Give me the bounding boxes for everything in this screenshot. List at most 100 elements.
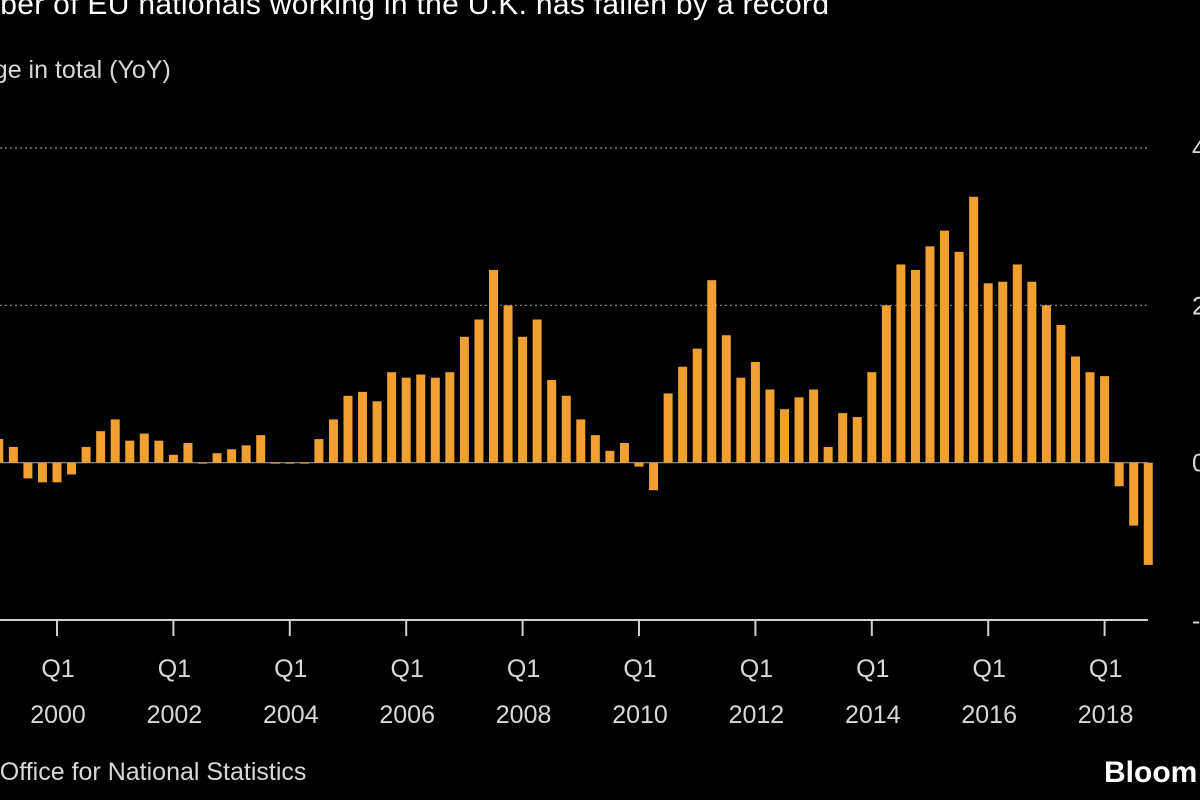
bar: [736, 377, 746, 463]
bar: [110, 419, 120, 463]
bar: [401, 377, 411, 463]
bar: [372, 401, 382, 463]
bar: [576, 419, 586, 463]
bar: [343, 395, 353, 463]
x-tick-year-label: 2004: [263, 701, 319, 729]
x-tick-year-label: 2010: [612, 701, 668, 729]
bar: [81, 446, 91, 463]
bar: [256, 435, 266, 463]
bar-series: [0, 196, 1153, 565]
bar: [67, 462, 77, 475]
y-tick-label: 4: [1192, 135, 1200, 163]
bar: [634, 462, 644, 467]
bar: [474, 319, 484, 463]
x-tick-year-label: 2012: [729, 701, 785, 729]
bar: [940, 230, 950, 463]
bar: [1041, 305, 1051, 463]
bar: [168, 454, 178, 463]
bar: [1114, 462, 1124, 487]
bar: [794, 397, 804, 463]
x-tick-quarter-label: Q1: [623, 655, 656, 683]
bar: [139, 433, 149, 463]
y-axis-labels: 4 2 0 -: [1192, 135, 1200, 635]
x-tick-year-label: 2000: [30, 701, 86, 729]
x-tick-quarter-label: Q1: [41, 655, 74, 683]
bar: [358, 391, 368, 463]
bar: [241, 445, 251, 463]
bar: [416, 374, 426, 463]
x-tick-year-label: 2008: [496, 701, 552, 729]
bar: [649, 462, 659, 491]
x-tick-quarter-label: Q1: [740, 655, 773, 683]
x-tick-year-label: 2018: [1078, 701, 1134, 729]
bar: [37, 462, 47, 483]
bar: [547, 380, 557, 463]
bar: [0, 439, 4, 463]
bar: [561, 395, 571, 463]
source-note: e: Office for National Statistics: [0, 758, 307, 786]
bar: [1012, 264, 1022, 463]
bar: [459, 336, 469, 463]
bar: [910, 269, 920, 463]
bar: [823, 446, 833, 463]
bar: [765, 389, 775, 463]
y-tick-label: 2: [1192, 292, 1200, 320]
x-axis: Q1 2000 Q1 2002 Q1 2004 Q1 2006 Q1 2008 Q1 2010 Q1 20…: [0, 619, 1148, 729]
bar: [619, 443, 629, 463]
x-tick-quarter-label: Q1: [158, 655, 191, 683]
bar: [867, 372, 877, 463]
bar: [925, 246, 935, 463]
bar: [969, 196, 979, 463]
bar: [896, 264, 906, 463]
bar: [227, 449, 237, 463]
bar: [750, 361, 760, 463]
bar: [998, 281, 1008, 463]
bar: [605, 450, 615, 463]
x-tick-quarter-label: Q1: [1089, 655, 1122, 683]
x-tick-quarter-label: Q1: [391, 655, 424, 683]
bar: [430, 377, 440, 463]
x-tick-quarter-label: Q1: [856, 655, 889, 683]
bar: [838, 413, 848, 463]
bar: [590, 435, 600, 463]
bar: [314, 439, 324, 463]
bar: [692, 348, 702, 463]
bar: [270, 462, 280, 464]
bar: [198, 462, 207, 464]
x-tick-quarter-label: Q1: [973, 655, 1006, 683]
bar: [8, 446, 18, 463]
bar: [1143, 462, 1153, 565]
bar: [954, 251, 964, 463]
bar: [299, 462, 309, 464]
bar: [125, 440, 135, 463]
bar: [663, 393, 673, 463]
bar: [1056, 325, 1066, 463]
x-tick-quarter-label: Q1: [507, 655, 540, 683]
bar: [707, 280, 717, 463]
bar: [852, 417, 862, 463]
x-tick-year-label: 2016: [961, 701, 1017, 729]
bar: [721, 335, 731, 463]
bar: [518, 336, 528, 463]
bar: [1027, 281, 1037, 463]
bar: [1129, 462, 1139, 526]
bar: [1100, 376, 1110, 463]
bloomberg-logo: Bloom: [1104, 756, 1198, 789]
bar: [503, 305, 513, 463]
bar: [328, 419, 338, 463]
bar: [154, 440, 164, 463]
bar: [532, 319, 542, 463]
chart-title: umber of EU nationals working in the U.K…: [0, 0, 830, 21]
bar: [52, 462, 62, 483]
bar: [678, 366, 688, 463]
bar: [183, 443, 193, 463]
bar: [445, 372, 455, 463]
bar: [285, 462, 295, 464]
x-tick-year-label: 2014: [845, 701, 901, 729]
bar: [96, 431, 106, 463]
y-tick-label: 0: [1192, 450, 1200, 478]
bar: [1085, 372, 1095, 463]
chart-subtitle: ange in total (YoY): [0, 56, 171, 84]
